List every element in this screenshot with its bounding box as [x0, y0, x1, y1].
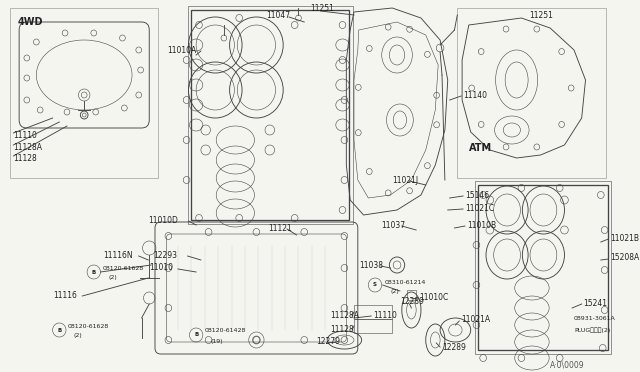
- Text: 11010B: 11010B: [467, 221, 496, 230]
- Text: 08120-61428: 08120-61428: [205, 328, 246, 334]
- Text: 11140: 11140: [463, 90, 487, 99]
- Text: 11110: 11110: [13, 131, 37, 140]
- Text: 11010: 11010: [149, 263, 173, 273]
- Bar: [406, 290, 416, 300]
- Text: 08931-3061A: 08931-3061A: [574, 315, 616, 321]
- Text: 11021B: 11021B: [611, 234, 639, 243]
- Bar: [191, 10, 349, 220]
- Text: 11010C: 11010C: [419, 294, 448, 302]
- Bar: [354, 305, 392, 319]
- Bar: [354, 319, 392, 333]
- Bar: [10, 8, 158, 178]
- Text: 11047: 11047: [266, 10, 290, 19]
- Text: 12293: 12293: [153, 250, 177, 260]
- Text: 08120-61628: 08120-61628: [68, 324, 109, 328]
- Text: 11037: 11037: [381, 221, 405, 230]
- Text: 12279: 12279: [316, 337, 340, 346]
- Text: 11021C: 11021C: [465, 203, 494, 212]
- Text: B: B: [92, 269, 96, 275]
- Text: (2): (2): [74, 334, 83, 339]
- Bar: [478, 185, 607, 350]
- Text: PLUGプラグ(2): PLUGプラグ(2): [574, 327, 611, 333]
- Text: 11128: 11128: [13, 154, 37, 163]
- Text: 11110: 11110: [373, 311, 397, 321]
- Bar: [458, 8, 605, 178]
- Text: B: B: [194, 333, 198, 337]
- Text: 11251: 11251: [310, 3, 334, 13]
- Text: 15208A: 15208A: [611, 253, 639, 263]
- Text: 11128A: 11128A: [330, 311, 359, 321]
- Text: 11038: 11038: [359, 260, 383, 269]
- Text: (19): (19): [211, 339, 223, 343]
- Text: 11116: 11116: [54, 291, 77, 299]
- Text: 11128: 11128: [330, 326, 354, 334]
- Text: 11121: 11121: [268, 224, 292, 232]
- Text: 4WD: 4WD: [17, 17, 43, 27]
- Text: ATM: ATM: [468, 143, 492, 153]
- Bar: [188, 6, 353, 224]
- Text: 11116N: 11116N: [103, 250, 133, 260]
- Text: (2): (2): [390, 289, 399, 295]
- Text: 11251: 11251: [529, 10, 553, 19]
- Text: B: B: [57, 327, 61, 333]
- Text: A·0\0009: A·0\0009: [550, 360, 585, 369]
- Text: 15241: 15241: [584, 298, 607, 308]
- Text: 11128A: 11128A: [13, 142, 42, 151]
- Text: 08310-61214: 08310-61214: [385, 279, 426, 285]
- Text: 12289: 12289: [400, 298, 424, 307]
- Text: 08120-61628: 08120-61628: [102, 266, 143, 270]
- Text: 11021J: 11021J: [392, 176, 419, 185]
- Text: 12289: 12289: [442, 343, 466, 353]
- Text: 11010A: 11010A: [168, 45, 196, 55]
- Text: S: S: [373, 282, 377, 288]
- Text: 15146: 15146: [465, 190, 489, 199]
- Text: (2): (2): [108, 276, 117, 280]
- Text: 11010D: 11010D: [148, 215, 178, 224]
- Text: 11021A: 11021A: [461, 315, 490, 324]
- Bar: [474, 181, 611, 354]
